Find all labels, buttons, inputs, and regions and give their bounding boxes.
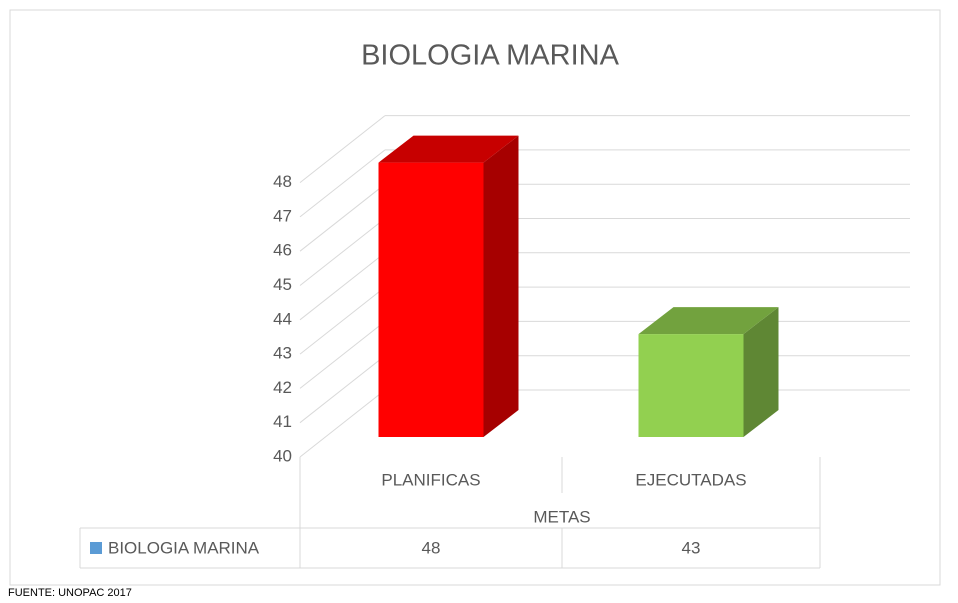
chart-title: BIOLOGIA MARINA (361, 40, 619, 72)
y-tick-label: 44 (273, 309, 292, 328)
x-tick-label: PLANIFICAS (381, 470, 480, 489)
y-tick-label: 40 (273, 446, 292, 465)
bar-side (483, 135, 519, 437)
data-table-lines (79, 457, 821, 569)
bar-top (378, 135, 519, 163)
bar-side (743, 307, 779, 437)
grid-line (299, 321, 386, 389)
grid-line (299, 115, 386, 183)
y-tick-label: 47 (273, 206, 292, 225)
legend-swatch (90, 542, 102, 554)
x-tick-label: EJECUTADAS (635, 470, 746, 489)
bar (378, 162, 484, 437)
y-tick-label: 43 (273, 344, 292, 363)
grid-line (299, 149, 386, 218)
table-value: 43 (682, 538, 701, 557)
y-tick-label: 42 (273, 378, 292, 397)
bar-top (638, 307, 779, 335)
grid-line (299, 218, 386, 286)
table-value: 48 (422, 538, 441, 557)
y-tick-label: 41 (273, 412, 292, 431)
source-note: FUENTE: UNOPAC 2017 (8, 587, 132, 598)
y-tick-label: 46 (273, 241, 292, 260)
grid-line (299, 355, 386, 424)
y-tick-label: 48 (273, 172, 292, 191)
grid-line (299, 286, 386, 355)
grid-line (299, 183, 386, 252)
grid-line (299, 252, 386, 321)
x-axis-title: METAS (533, 507, 590, 526)
y-tick-label: 45 (273, 275, 292, 294)
bar (638, 334, 744, 437)
legend-label: BIOLOGIA MARINA (108, 538, 260, 557)
grid-line (299, 389, 386, 458)
